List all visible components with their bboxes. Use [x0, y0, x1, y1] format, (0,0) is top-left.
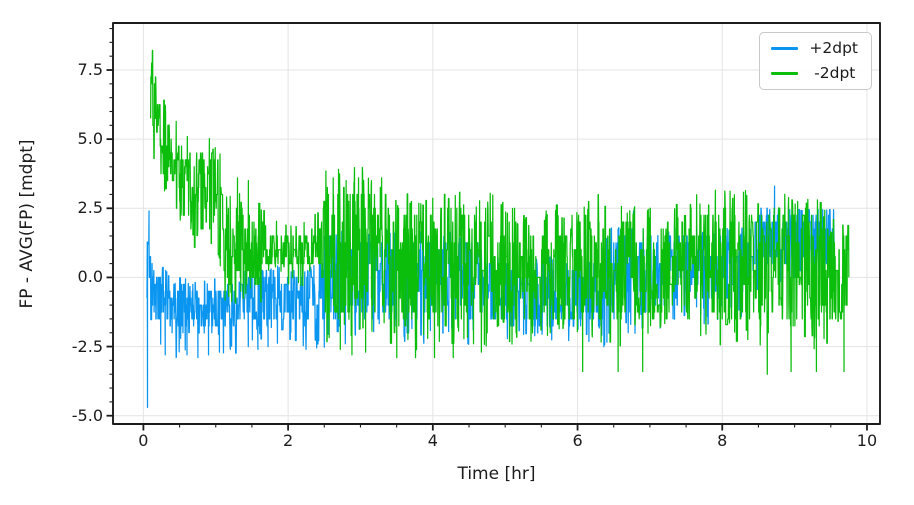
x-axis-label: Time [hr]: [457, 464, 536, 484]
legend-line-sample-minus2dpt: [771, 71, 799, 75]
y-axis-label: FP - AVG(FP) [mdpt]: [17, 138, 37, 309]
legend-item-plus2dpt: +2dpt: [771, 39, 858, 57]
legend: +2dpt -2dpt: [759, 32, 872, 90]
legend-item-minus2dpt: -2dpt: [771, 63, 858, 82]
legend-label-plus2dpt: +2dpt: [809, 39, 858, 57]
legend-label-minus2dpt: -2dpt: [814, 63, 856, 82]
legend-line-sample-plus2dpt: [771, 47, 799, 51]
